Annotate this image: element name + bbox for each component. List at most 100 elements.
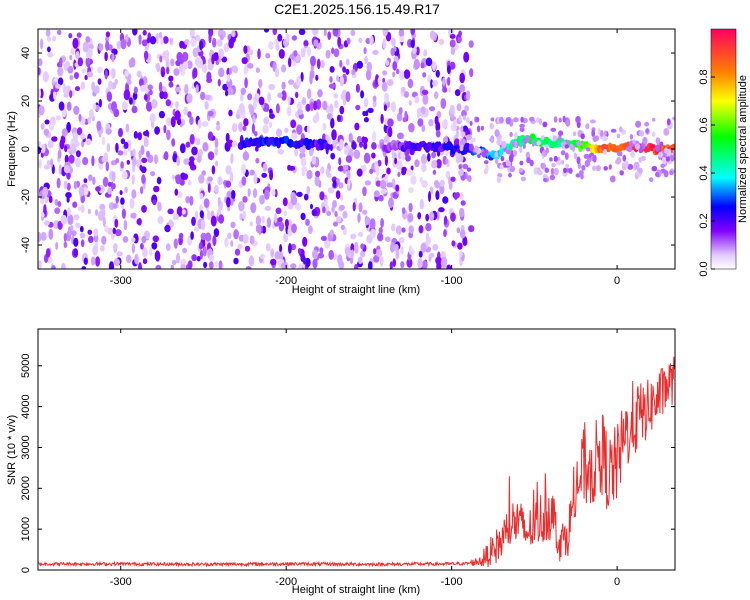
noise-cell <box>191 216 196 226</box>
noise-cell <box>337 254 343 265</box>
noise-cell <box>42 71 49 83</box>
noise-cell <box>75 157 81 168</box>
noise-cell <box>358 37 363 43</box>
noise-cell <box>339 138 344 150</box>
noise-cell <box>408 122 415 133</box>
noise-cell <box>399 35 405 43</box>
noise-cell <box>178 64 184 72</box>
noise-cell <box>442 77 446 86</box>
noise-cell <box>123 89 131 101</box>
noise-cell <box>136 218 142 225</box>
noise-cell <box>87 208 91 215</box>
noise-cell <box>330 117 335 129</box>
trace-halo-cell <box>533 167 538 175</box>
noise-cell <box>112 227 117 235</box>
noise-cell <box>168 219 173 227</box>
noise-cell <box>350 233 357 240</box>
noise-cell <box>163 151 169 161</box>
noise-cell <box>93 85 100 94</box>
trace-halo-cell <box>553 155 558 162</box>
noise-cell <box>152 199 157 206</box>
top-y-tick-label: -40 <box>20 237 32 253</box>
noise-cell <box>39 38 44 50</box>
noise-cell <box>398 107 403 115</box>
noise-cell <box>185 141 191 148</box>
noise-cell <box>96 120 102 131</box>
noise-cell <box>158 31 163 39</box>
noise-cell <box>187 60 193 69</box>
noise-cell <box>231 30 236 38</box>
spectrogram-x-label: Height of straight line (km) <box>292 284 420 296</box>
noise-cell <box>395 225 403 235</box>
noise-cell <box>258 96 265 106</box>
noise-cell <box>115 158 119 164</box>
noise-cell <box>104 225 109 233</box>
noise-cell <box>172 153 178 163</box>
noise-cell <box>336 75 339 82</box>
noise-cell <box>373 190 380 198</box>
bot-y-tick-label: 0 <box>20 567 32 573</box>
noise-cell <box>401 207 406 215</box>
noise-cell <box>92 245 98 256</box>
trace-halo-cell <box>660 163 666 168</box>
noise-cell <box>109 202 115 211</box>
noise-cell <box>57 29 62 35</box>
noise-cell <box>38 159 42 169</box>
trace-halo-cell <box>599 130 604 137</box>
trace-halo-cell <box>536 140 541 146</box>
trace-halo-cell <box>494 129 500 138</box>
noise-cell <box>156 62 161 73</box>
noise-cell <box>160 37 164 46</box>
trace-halo-cell <box>526 157 531 164</box>
noise-cell <box>332 179 337 188</box>
noise-cell <box>344 246 351 256</box>
noise-cell <box>276 128 282 137</box>
noise-cell <box>270 248 275 258</box>
noise-cell <box>47 140 54 149</box>
noise-cell <box>50 158 54 168</box>
noise-cell <box>245 266 252 269</box>
noise-cell <box>100 245 105 252</box>
trace-halo-cell <box>651 131 656 137</box>
noise-cell <box>67 214 74 225</box>
trace-halo-cell <box>635 120 642 128</box>
noise-cell <box>189 195 194 206</box>
noise-cell <box>147 84 153 91</box>
noise-cell <box>316 58 321 70</box>
noise-cell <box>347 178 351 189</box>
noise-cell <box>320 59 325 69</box>
noise-cell <box>70 47 75 56</box>
noise-cell <box>391 37 396 47</box>
trace-halo-cell <box>603 130 607 136</box>
noise-cell <box>152 235 159 243</box>
noise-cell <box>73 248 79 257</box>
noise-cell <box>124 70 129 77</box>
noise-cell <box>157 201 162 212</box>
noise-cell <box>400 246 404 255</box>
noise-cell <box>435 129 441 138</box>
noise-cell <box>253 173 258 185</box>
noise-cell <box>108 80 113 90</box>
noise-cell <box>425 232 430 243</box>
noise-cell <box>396 132 404 139</box>
noise-cell <box>80 239 85 248</box>
spectrogram-signal-trace <box>241 114 675 184</box>
noise-cell <box>372 49 379 55</box>
noise-cell <box>119 190 123 196</box>
noise-cell <box>189 156 195 163</box>
noise-cell <box>363 117 369 123</box>
trace-halo-cell <box>489 122 494 130</box>
noise-cell <box>281 90 287 101</box>
noise-cell <box>98 43 104 51</box>
noise-cell <box>301 166 308 172</box>
noise-cell <box>301 97 307 106</box>
trace-halo-cell <box>551 162 556 168</box>
noise-cell <box>243 45 248 54</box>
trace-halo-cell <box>542 121 548 128</box>
noise-cell <box>314 175 320 187</box>
noise-cell <box>215 124 221 131</box>
noise-cell <box>162 36 169 44</box>
noise-cell <box>356 135 362 144</box>
noise-cell <box>149 113 156 123</box>
noise-cell <box>124 186 128 193</box>
